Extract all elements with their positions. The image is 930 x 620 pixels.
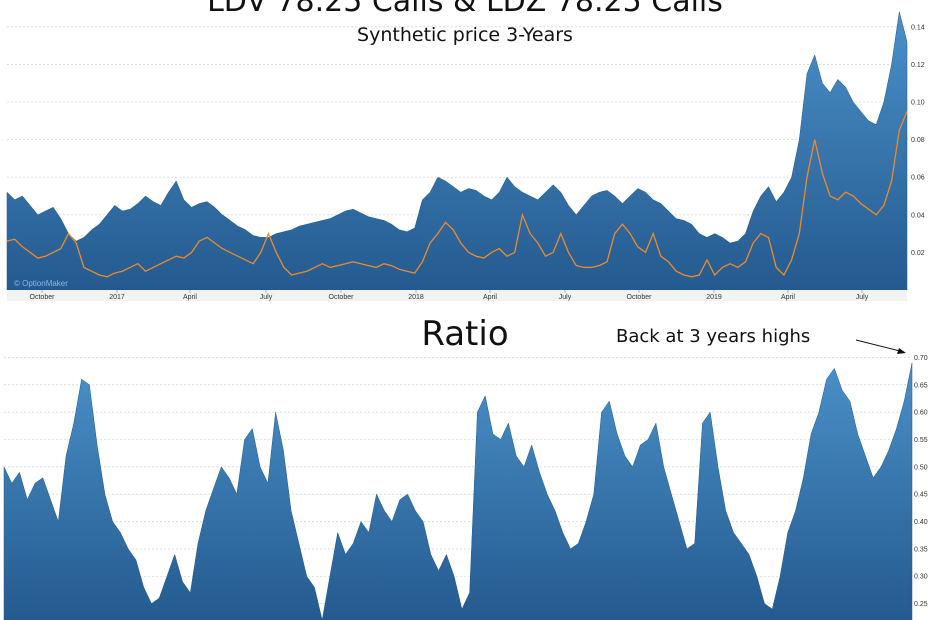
bottom-y-tick-label: 0.65: [914, 382, 928, 389]
top-y-tick-label: 0.02: [911, 250, 925, 257]
top-x-tick-label: April: [183, 294, 197, 301]
bottom-y-tick-label: 0.50: [914, 464, 928, 471]
top-x-tick-label: July: [856, 294, 869, 301]
top-x-tick-label: July: [260, 294, 273, 301]
bottom-y-tick-label: 0.55: [914, 437, 928, 444]
top-area-series: [6, 11, 908, 291]
annotation-arrow-line: [855, 339, 901, 352]
bottom-y-tick-label: 0.25: [914, 601, 928, 608]
bottom-y-tick-label: 0.35: [914, 546, 928, 553]
bottom-chart-title: Ratio: [421, 314, 509, 354]
top-y-tick-label: 0.08: [911, 137, 925, 144]
bottom-y-tick-label: 0.70: [914, 355, 928, 362]
bottom-y-tick-label: 0.45: [914, 492, 928, 499]
top-x-tick-label: 2019: [706, 294, 722, 301]
top-y-tick-label: 0.06: [911, 175, 925, 182]
annotation-arrow-head: [897, 348, 906, 354]
top-chart-subtitle: Synthetic price 3-Years: [357, 24, 573, 46]
top-x-tick-label: April: [483, 294, 497, 301]
top-line-series: [6, 111, 908, 278]
bottom-area-series: [3, 362, 913, 620]
bottom-y-tick-label: 0.30: [914, 574, 928, 581]
top-y-tick-label: 0.14: [911, 24, 925, 31]
top-x-tick-label: October: [30, 294, 56, 301]
top-y-tick-label: 0.10: [911, 100, 925, 107]
top-x-tick-label: July: [559, 294, 572, 301]
watermark-text: © OptionMaker: [14, 279, 68, 288]
bottom-y-tick-label: 0.60: [914, 410, 928, 417]
top-x-tick-label: 2017: [109, 294, 125, 301]
top-y-tick-label: 0.04: [911, 212, 925, 219]
top-x-tick-label: October: [627, 294, 653, 301]
bottom-y-tick-label: 0.40: [914, 519, 928, 526]
top-y-tick-label: 0.12: [911, 62, 925, 69]
top-chart-title: LDV 78.25 Calls & LDZ 78.25 Calls: [207, 0, 723, 19]
annotation-text: Back at 3 years highs: [616, 326, 811, 347]
top-x-axis-band: [7, 290, 907, 301]
top-x-tick-label: 2018: [408, 294, 424, 301]
top-x-tick-label: October: [329, 294, 355, 301]
top-x-tick-label: April: [781, 294, 795, 301]
